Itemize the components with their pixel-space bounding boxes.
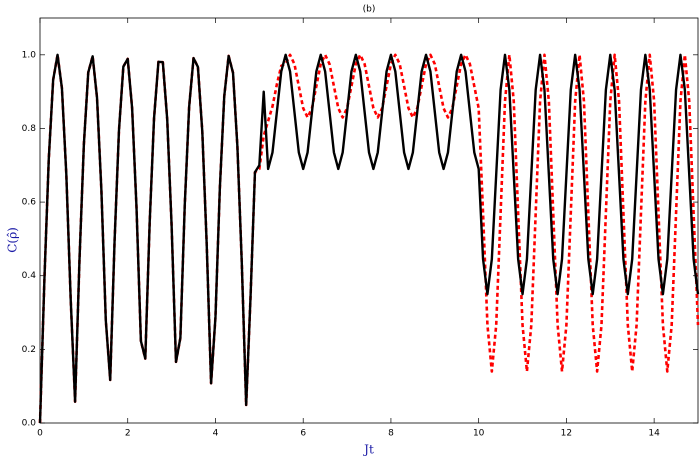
- y-tick-label: 0.2: [22, 345, 36, 355]
- x-tick-label: 0: [37, 429, 43, 439]
- x-tick-label: 6: [300, 429, 306, 439]
- x-axis-label: Jt: [362, 443, 374, 457]
- y-tick-label: 0.6: [22, 198, 37, 208]
- series-line: [38, 53, 700, 424]
- x-tick-label: 8: [388, 429, 394, 439]
- x-tick-label: 2: [125, 429, 131, 439]
- y-tick-label: 0.0: [22, 419, 37, 429]
- y-tick-label: 1.0: [22, 50, 37, 60]
- y-tick-label: 0.4: [22, 271, 37, 281]
- x-tick-label: 12: [561, 429, 572, 439]
- y-tick-label: 0.8: [22, 124, 37, 134]
- x-tick-label: 14: [648, 429, 660, 439]
- x-tick-label: 4: [213, 429, 219, 439]
- plot-frame: [39, 17, 699, 424]
- x-tick-label: 10: [473, 429, 485, 439]
- chart-title: (b): [363, 5, 376, 15]
- y-axis-label: C(ρ̂): [6, 227, 20, 253]
